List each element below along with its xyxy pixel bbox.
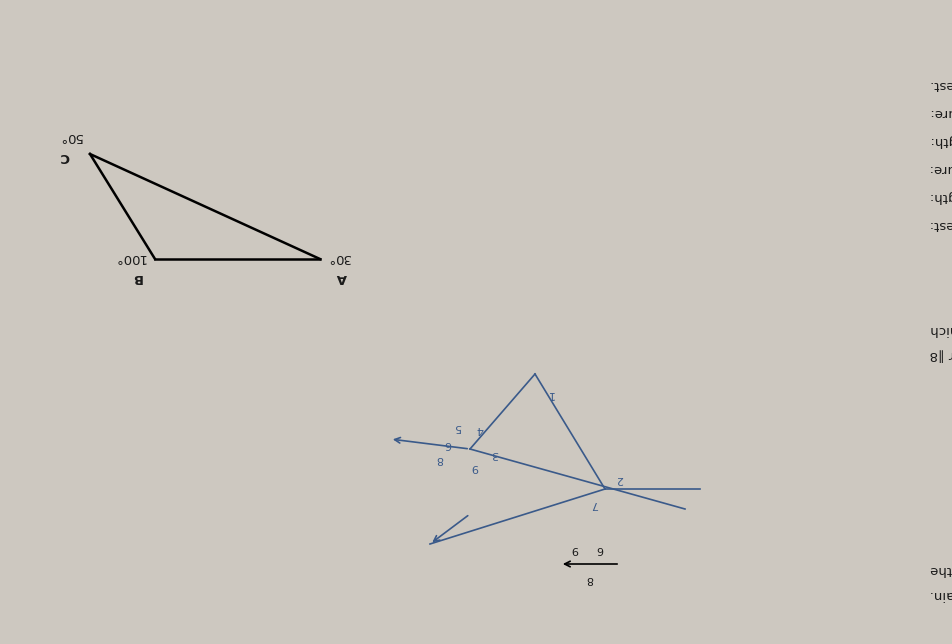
Text: 50°: 50° bbox=[58, 129, 82, 142]
Text: B: B bbox=[132, 270, 142, 283]
Text: 3: 3 bbox=[491, 449, 499, 459]
Text: 30°: 30° bbox=[327, 251, 349, 263]
Text: 100°: 100° bbox=[114, 251, 146, 263]
Text: Longest side length:: Longest side length: bbox=[930, 133, 952, 146]
Text: Shortest side length:: Shortest side length: bbox=[930, 189, 952, 202]
Text: 3. For triangle ABC, order its side lengths from shortest to longest.: 3. For triangle ABC, order its side leng… bbox=[930, 77, 952, 91]
Text: 4. Using the figure and the Inequality Theorem – Exterior Angle Inequality Theor: 4. Using the figure and the Inequality T… bbox=[930, 323, 952, 336]
Text: 9: 9 bbox=[471, 462, 479, 472]
Text: 7: 7 bbox=[591, 499, 599, 509]
Text: 2: 2 bbox=[617, 474, 624, 484]
Text: 4: 4 bbox=[476, 424, 484, 434]
Text: 1: 1 bbox=[546, 389, 553, 399]
Text: Smallest/Least angle measure:: Smallest/Least angle measure: bbox=[930, 162, 952, 175]
Text: 6: 6 bbox=[445, 439, 451, 449]
Text: C: C bbox=[60, 149, 69, 162]
Text: 5: 5 bbox=[454, 422, 462, 432]
Text: Largest/Greatest angle measure:: Largest/Greatest angle measure: bbox=[930, 106, 952, 118]
Text: Order of side lengths from shortest to longest:: Order of side lengths from shortest to l… bbox=[930, 218, 952, 231]
Text: given lengths.  Explain.: given lengths. Explain. bbox=[930, 587, 952, 600]
Text: 8: 8 bbox=[586, 574, 593, 584]
Text: angle has the smallest measure.  ∥5 or ∥8: angle has the smallest measure. ∥5 or ∥8 bbox=[930, 348, 952, 361]
Text: 9: 9 bbox=[571, 544, 579, 554]
Text: 5. Use the Triangle Inequality Theorem to tell whether a triangle can have sides: 5. Use the Triangle Inequality Theorem t… bbox=[930, 562, 952, 576]
Text: 8: 8 bbox=[436, 454, 444, 464]
Text: 6: 6 bbox=[597, 544, 604, 554]
Text: A: A bbox=[337, 270, 347, 283]
